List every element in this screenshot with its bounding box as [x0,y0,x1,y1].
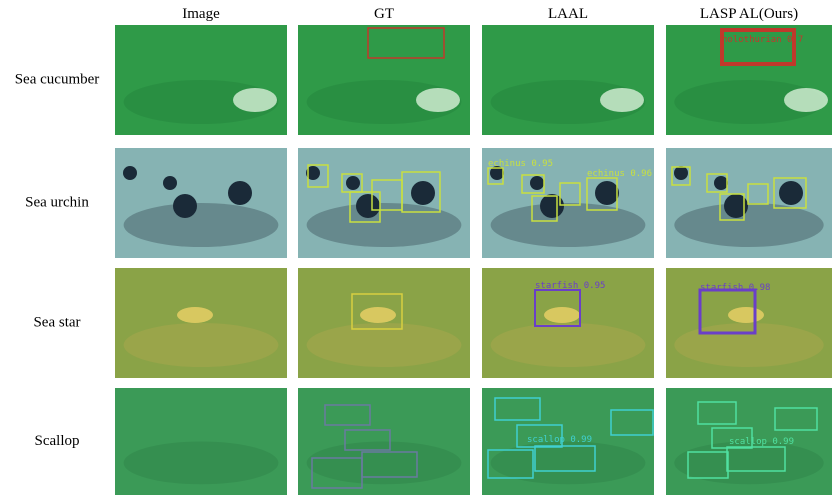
image-panel [115,25,287,135]
row-label: Sea cucumber [15,71,100,87]
shell [600,88,644,112]
image-texture [124,203,279,247]
urchin [123,166,137,180]
image-texture [307,442,462,485]
row-label: Sea star [33,314,80,330]
urchin [595,181,619,205]
image-panel [482,25,654,135]
row-label: Sea urchin [25,194,89,210]
shell [233,88,277,112]
image-panel [666,148,832,258]
image-texture [674,323,823,367]
image-texture [124,442,279,485]
urchin [530,176,544,190]
detection-label: holothurian 0.7 [722,35,803,45]
urchin [346,176,360,190]
image-texture [124,323,279,367]
shell [416,88,460,112]
detection-label: starfish 0.95 [535,281,605,291]
detection-label: echinus 0.95 [488,159,553,169]
urchin [674,166,688,180]
starfish [360,307,396,323]
starfish [544,307,580,323]
column-header: LAAL [548,6,588,22]
urchin [228,181,252,205]
image-texture [674,203,823,247]
image-texture [491,203,646,247]
urchin [779,181,803,205]
image-panel [115,388,287,495]
image-panel [298,388,470,495]
column-header: LASP AL(Ours) [700,6,798,22]
row-label: Scallop [35,433,80,449]
image-panel [115,148,287,258]
image-texture [491,323,646,367]
image-panel [298,268,470,378]
urchin [714,176,728,190]
column-header: Image [182,6,220,22]
image-panel [115,268,287,378]
urchin [356,194,380,218]
urchin [163,176,177,190]
urchin [173,194,197,218]
starfish [728,307,764,323]
figure: Image GT LAAL LASP AL(Ours) Sea cucumber Sea … [0,0,832,495]
column-header: GT [374,6,394,22]
starfish [177,307,213,323]
detection-label: echinus 0.96 [587,169,652,179]
detection-label: starfish 0.98 [700,283,770,293]
urchin [411,181,435,205]
detection-label: scallop 0.99 [729,437,794,447]
shell [784,88,828,112]
detection-label: scallop 0.99 [527,435,592,445]
